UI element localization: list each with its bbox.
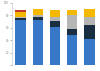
Bar <box>67 35 77 65</box>
Bar <box>33 17 43 20</box>
Bar <box>33 15 43 17</box>
Bar <box>84 25 95 39</box>
Bar <box>33 9 43 15</box>
Bar <box>15 10 26 12</box>
Bar <box>50 27 60 65</box>
Bar <box>15 12 26 17</box>
Bar <box>15 17 26 18</box>
Bar <box>67 15 77 29</box>
Bar <box>15 20 26 65</box>
Bar <box>67 29 77 35</box>
Bar <box>33 20 43 65</box>
Bar <box>50 21 60 27</box>
Bar <box>84 39 95 65</box>
Bar <box>84 9 95 17</box>
Bar <box>50 10 60 17</box>
Bar <box>67 10 77 15</box>
Bar <box>50 17 60 21</box>
Bar <box>84 17 95 25</box>
Bar <box>15 18 26 20</box>
